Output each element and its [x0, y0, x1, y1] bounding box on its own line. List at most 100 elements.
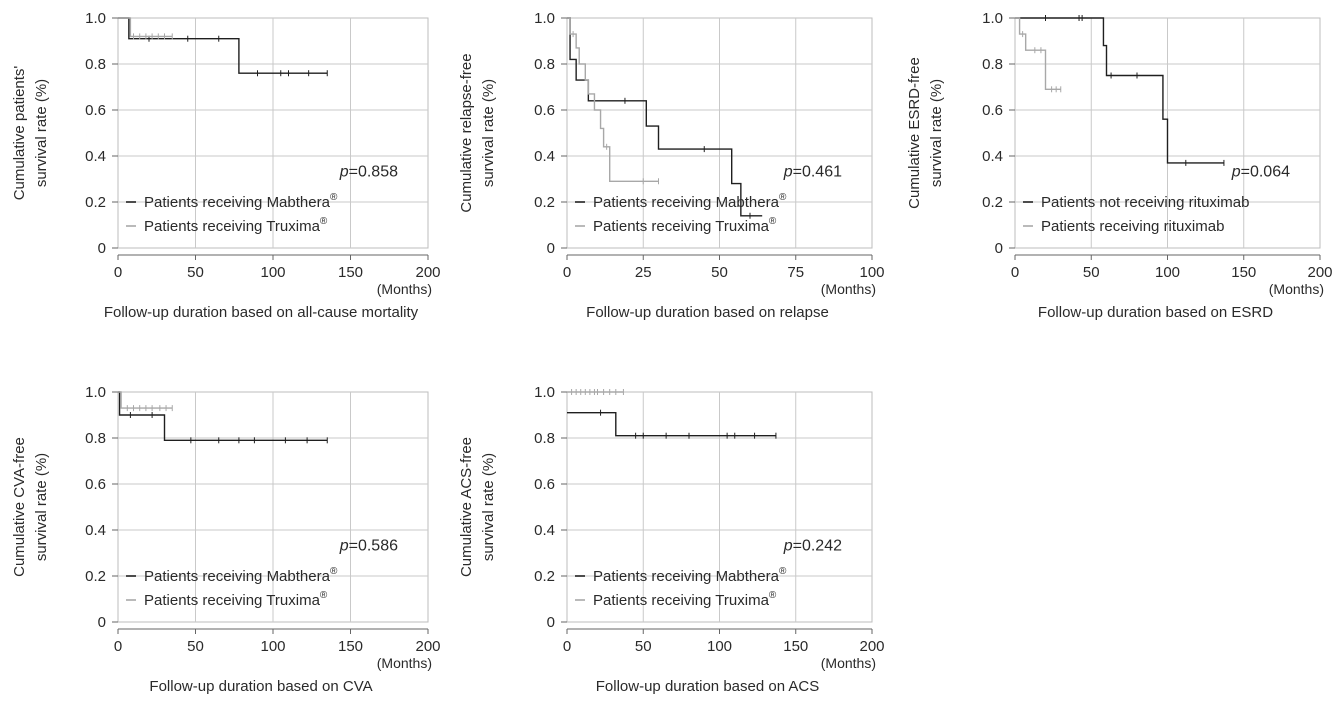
p-value-prefix: p	[1231, 164, 1241, 181]
y-tick-label: 0.4	[534, 522, 555, 539]
p-value-number: =0.064	[1241, 164, 1290, 181]
y-axis-title: Cumulative CVA-free	[11, 437, 28, 577]
legend-label-text: Patients receiving Mabthera	[144, 568, 331, 585]
y-tick-label: 0	[98, 614, 106, 631]
y-tick-label: 1.0	[85, 10, 106, 27]
x-tick-label: 150	[1231, 264, 1256, 281]
y-tick-label: 0.4	[85, 522, 106, 539]
y-axis-title: Cumulative patients'	[11, 66, 28, 201]
km-chart-svg: 0 0.2 0.4 0.6 0.8 1.0 0 50 100 150 200(Months) Foll…	[11, 384, 441, 695]
y-tick-label: 0	[547, 240, 555, 257]
x-unit-label: (Months)	[1269, 281, 1324, 297]
y-axis-title: Cumulative relapse-free	[458, 53, 475, 212]
legend-registered-mark: ®	[769, 590, 777, 601]
legend-registered-mark: ®	[320, 590, 328, 601]
y-tick-label: 0.4	[534, 148, 555, 165]
legend-registered-mark: ®	[779, 192, 787, 203]
x-unit-label: (Months)	[821, 655, 876, 671]
y-axis-title: Cumulative ACS-free	[458, 437, 475, 577]
legend-registered-mark: ®	[320, 216, 328, 227]
legend-label-text: Patients receiving Mabthera	[144, 194, 331, 211]
y-axis-title: survival rate (%)	[480, 79, 497, 187]
y-axis-title: Cumulative ESRD-free	[906, 57, 923, 209]
y-tick-label: 0.4	[982, 148, 1003, 165]
legend-label: Patients receiving Truxima®	[593, 216, 777, 235]
y-tick-label: 1.0	[534, 10, 555, 27]
survival-curve-secondary	[118, 17, 173, 38]
chart-panel-mortality: 0 0.2 0.4 0.6 0.8 1.0 0 50 100 150 200 (Months) Foll…	[0, 0, 441, 358]
y-tick-label: 0.8	[534, 56, 555, 73]
x-tick-label: 100	[707, 638, 732, 655]
x-axis-title: Follow-up duration based on all-cause mo…	[104, 304, 419, 321]
legend-label-text: Patients receiving Mabthera	[593, 194, 780, 211]
x-tick-label: 100	[260, 638, 285, 655]
x-tick-label: 200	[859, 638, 884, 655]
km-chart-svg: 0 0.2 0.4 0.6 0.8 1.0 0 50 100 150 200(Months) Foll…	[11, 10, 441, 321]
p-value-prefix: p	[339, 164, 349, 181]
x-tick-label: 0	[1011, 264, 1019, 281]
x-tick-label: 75	[787, 264, 804, 281]
x-tick-label: 0	[563, 638, 571, 655]
x-unit-label: (Months)	[821, 281, 876, 297]
x-tick-label: 50	[1083, 264, 1100, 281]
survival-curve-primary	[118, 391, 328, 441]
chart-panel-relapse: 0 0.2 0.4 0.6 0.8 1.0 0 25 50 75 100 (Months) Follow…	[447, 0, 894, 358]
legend-label-text: Patients receiving rituximab	[1041, 218, 1224, 235]
legend-label: Patients receiving Truxima®	[144, 590, 328, 609]
p-value-number: =0.461	[793, 164, 842, 181]
legend-registered-mark: ®	[330, 566, 338, 577]
x-tick-label: 50	[635, 638, 652, 655]
x-tick-label: 200	[415, 638, 440, 655]
x-tick-label: 100	[859, 264, 884, 281]
survival-curve-primary	[567, 412, 776, 437]
y-tick-label: 0.6	[85, 102, 106, 119]
legend-registered-mark: ®	[769, 216, 777, 227]
x-tick-label: 25	[635, 264, 652, 281]
legend-label-text: Patients not receiving rituximab	[1041, 194, 1249, 211]
x-tick-label: 50	[711, 264, 728, 281]
survival-curve-primary	[567, 17, 763, 217]
chart-panel-acs: 0 0.2 0.4 0.6 0.8 1.0 0 50 100 150 200 (Months) Foll…	[447, 372, 887, 713]
y-tick-label: 0.8	[85, 56, 106, 73]
chart-panel-esrd: 0 0.2 0.4 0.6 0.8 1.0 0 50 100 150 200 (Months) Foll…	[895, 0, 1340, 358]
x-tick-label: 100	[260, 264, 285, 281]
p-value-prefix: p	[783, 538, 793, 555]
legend-label: Patients receiving Mabthera®	[593, 192, 787, 211]
p-value-prefix: p	[783, 164, 793, 181]
legend-label-text: Patients receiving Truxima	[593, 218, 770, 235]
x-unit-label: (Months)	[377, 655, 432, 671]
survival-curve-primary	[1015, 17, 1224, 164]
y-tick-label: 0.8	[534, 430, 555, 447]
legend-registered-mark: ®	[779, 566, 787, 577]
p-value-prefix: p	[339, 538, 349, 555]
x-tick-label: 50	[187, 638, 204, 655]
legend-label: Patients receiving Mabthera®	[593, 566, 787, 585]
x-tick-label: 0	[114, 264, 122, 281]
y-axis-title: survival rate (%)	[928, 79, 945, 187]
y-tick-label: 0	[98, 240, 106, 257]
y-tick-label: 0.2	[85, 194, 106, 211]
legend-label: Patients not receiving rituximab	[1041, 194, 1249, 211]
survival-curve-secondary	[118, 391, 173, 409]
legend-label: Patients receiving Truxima®	[144, 216, 328, 235]
y-tick-label: 0.6	[85, 476, 106, 493]
x-axis-title: Follow-up duration based on CVA	[149, 678, 372, 695]
y-axis-title: survival rate (%)	[33, 79, 50, 187]
x-axis-title: Follow-up duration based on ACS	[596, 678, 819, 695]
x-unit-label: (Months)	[377, 281, 432, 297]
y-tick-label: 0	[995, 240, 1003, 257]
p-value-label: p=0.064	[1231, 164, 1290, 181]
chart-panel-cva: 0 0.2 0.4 0.6 0.8 1.0 0 50 100 150 200 (Months) Foll…	[0, 372, 441, 713]
y-tick-label: 0.8	[85, 430, 106, 447]
survival-curve-secondary	[567, 17, 659, 182]
x-tick-label: 0	[114, 638, 122, 655]
p-value-label: p=0.242	[783, 538, 842, 555]
p-value-label: p=0.858	[339, 164, 398, 181]
km-chart-svg: 0 0.2 0.4 0.6 0.8 1.0 0 50 100 150 200(Months) Foll…	[906, 10, 1333, 321]
p-value-label: p=0.461	[783, 164, 842, 181]
legend-label: Patients receiving Truxima®	[593, 590, 777, 609]
y-tick-label: 0.2	[534, 568, 555, 585]
x-tick-label: 50	[187, 264, 204, 281]
survival-curve-primary	[118, 17, 328, 74]
